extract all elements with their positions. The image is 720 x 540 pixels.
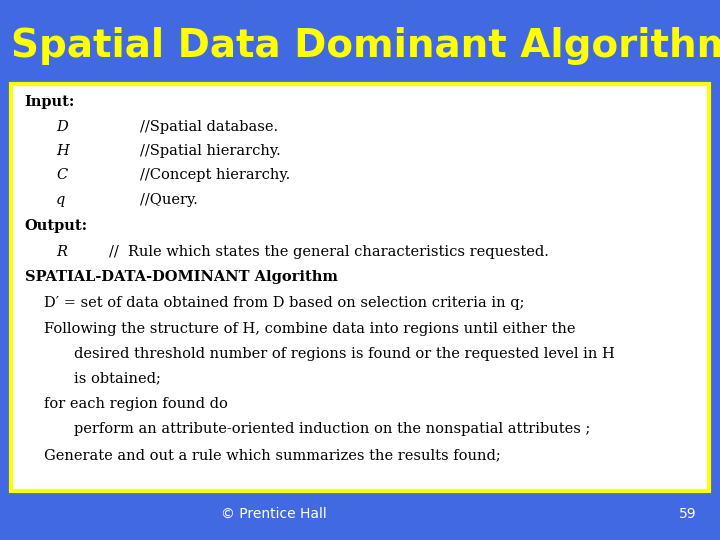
- Text: //Concept hierarchy.: //Concept hierarchy.: [140, 168, 290, 183]
- Text: perform an attribute-oriented induction on the nonspatial attributes ;: perform an attribute-oriented induction …: [73, 422, 590, 436]
- Text: Input:: Input:: [24, 95, 75, 109]
- Text: Spatial Data Dominant Algorithm: Spatial Data Dominant Algorithm: [11, 27, 720, 65]
- Text: 59: 59: [679, 507, 696, 521]
- Text: //Spatial database.: //Spatial database.: [140, 119, 278, 133]
- Text: desired threshold number of regions is found or the requested level in H: desired threshold number of regions is f…: [73, 347, 614, 361]
- Text: Generate and out a rule which summarizes the results found;: Generate and out a rule which summarizes…: [45, 448, 501, 462]
- Text: for each region found do: for each region found do: [45, 397, 228, 411]
- Text: D′ = set of data obtained from D based on selection criteria in q;: D′ = set of data obtained from D based o…: [45, 296, 525, 310]
- Text: SPATIAL-DATA-DOMINANT Algorithm: SPATIAL-DATA-DOMINANT Algorithm: [24, 271, 338, 285]
- Text: //Query.: //Query.: [140, 193, 198, 207]
- Text: D: D: [56, 119, 68, 133]
- Text: //  Rule which states the general characteristics requested.: // Rule which states the general charact…: [109, 245, 549, 259]
- Text: q: q: [56, 193, 66, 207]
- Text: C: C: [56, 168, 68, 183]
- Text: © Prentice Hall: © Prentice Hall: [221, 507, 326, 521]
- FancyBboxPatch shape: [11, 84, 709, 491]
- Text: is obtained;: is obtained;: [73, 371, 161, 385]
- Text: //Spatial hierarchy.: //Spatial hierarchy.: [140, 144, 281, 158]
- Text: Following the structure of H, combine data into regions until either the: Following the structure of H, combine da…: [45, 322, 576, 336]
- Text: R: R: [56, 245, 67, 259]
- Text: H: H: [56, 144, 69, 158]
- Text: Output:: Output:: [24, 219, 88, 233]
